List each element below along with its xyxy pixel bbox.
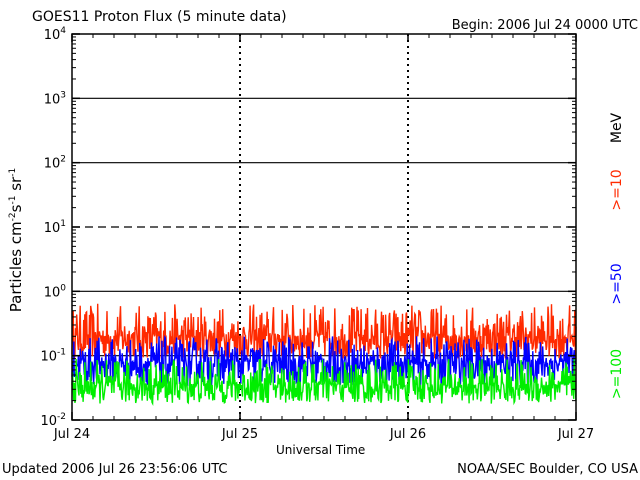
y-tick-label: 100	[44, 283, 67, 300]
x-tick-label: Jul 27	[557, 427, 594, 442]
y-tick-label: 10-2	[40, 412, 66, 429]
legend-ge100: >=100	[609, 348, 625, 400]
y-tick-label: 103	[44, 90, 66, 107]
unit-label: MeV	[609, 112, 625, 144]
y-tick-label: 102	[44, 155, 66, 172]
x-axis-label: Universal Time	[276, 443, 366, 457]
legend-ge10: >=10	[609, 169, 625, 211]
y-tick-label: 104	[44, 26, 67, 43]
chart-title: GOES11 Proton Flux (5 minute data)	[32, 9, 287, 25]
x-tick-label: Jul 26	[389, 427, 426, 442]
begin-time: Begin: 2006 Jul 24 0000 UTC	[451, 18, 638, 33]
series-line-ge50	[71, 335, 577, 387]
chart-axes	[71, 33, 577, 421]
series-line-ge10	[71, 303, 577, 361]
chart-series	[71, 303, 577, 406]
series-line-ge100	[71, 358, 577, 406]
y-tick-label: 10-1	[40, 348, 66, 365]
credit-label: NOAA/SEC Boulder, CO USA	[457, 462, 638, 477]
x-tick-label: Jul 24	[53, 427, 90, 442]
y-tick-label: 101	[44, 219, 66, 236]
updated-time: Updated 2006 Jul 26 23:56:06 UTC	[2, 462, 228, 477]
x-tick-label: Jul 25	[221, 427, 258, 442]
y-axis-label: Particles cm-2s-1 sr-1	[7, 167, 25, 313]
legend-ge50: >=50	[609, 263, 625, 305]
